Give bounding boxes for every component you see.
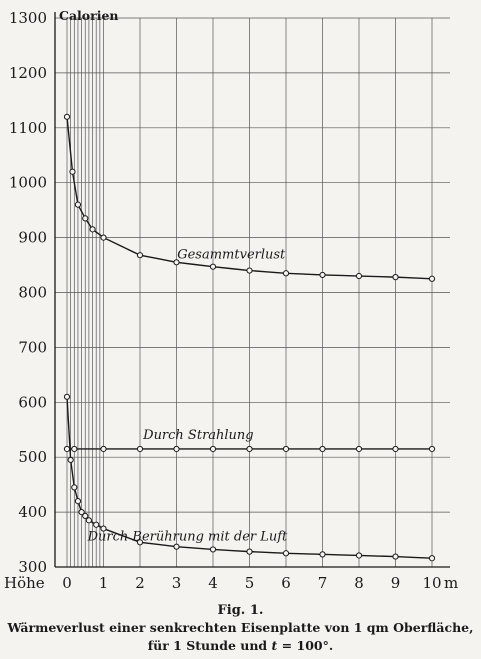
data-point (74, 498, 82, 505)
data-point (282, 445, 290, 453)
chart-axes (54, 12, 450, 568)
series-label: Durch Berührung mit der Luft (87, 530, 288, 545)
x-tick-label: 10 (422, 574, 441, 592)
x-axis-unit: m (444, 574, 458, 592)
data-point (428, 445, 436, 453)
y-tick-label: 700 (18, 338, 47, 356)
caption-suffix: = 100°. (277, 638, 334, 653)
data-point (355, 552, 363, 559)
y-tick-label: 800 (18, 284, 47, 302)
data-point (100, 525, 107, 532)
figure-caption-line-2: für 1 Stunde und t = 100°. (0, 638, 481, 653)
data-point (319, 551, 326, 558)
data-point (428, 555, 436, 562)
data-point (246, 445, 253, 453)
y-axis-title: Calorien (59, 8, 119, 23)
x-tick-label: 7 (318, 574, 328, 592)
y-tick-label: 600 (18, 393, 47, 411)
data-point (282, 550, 290, 557)
data-point (69, 168, 76, 175)
data-point (173, 543, 180, 550)
y-tick-label: 300 (18, 558, 47, 576)
x-tick-label: 0 (62, 574, 72, 592)
data-point (173, 259, 180, 266)
data-point (71, 445, 78, 453)
data-point (209, 546, 217, 553)
x-axis-title: Höhe (4, 574, 45, 592)
caption-prefix: für 1 Stunde und (147, 638, 268, 653)
data-point (82, 512, 89, 520)
data-point (173, 445, 180, 453)
y-tick-label: 1000 (9, 174, 47, 192)
data-point (78, 508, 85, 516)
data-point (136, 445, 144, 453)
y-tick-label: 500 (18, 448, 47, 466)
y-tick-label: 1300 (9, 9, 47, 27)
chart-series (63, 113, 436, 562)
data-point (392, 274, 399, 281)
data-point (136, 252, 144, 259)
data-point (246, 267, 253, 274)
data-point (89, 226, 96, 233)
y-tick-label: 400 (18, 503, 47, 521)
chart-grid (55, 17, 450, 568)
figure-caption-line-1: Wärmeverlust einer senkrechten Eisenplat… (7, 620, 474, 635)
x-tick-label: 8 (354, 574, 364, 592)
data-point (100, 445, 107, 453)
data-point (392, 553, 399, 560)
data-point (209, 263, 217, 270)
data-point (71, 484, 78, 491)
x-tick-label: 6 (281, 574, 291, 592)
series-label: Durch Strahlung (142, 428, 254, 443)
series-label: Gesammtverlust (177, 248, 286, 263)
data-point (63, 113, 71, 120)
data-point (355, 445, 363, 453)
x-tick-label: 9 (391, 574, 401, 592)
data-point (82, 215, 89, 222)
y-tick-label: 1200 (9, 64, 47, 82)
data-point (392, 445, 399, 453)
x-tick-label: 1 (99, 574, 109, 592)
data-point (93, 521, 100, 528)
x-tick-label: 3 (172, 574, 182, 592)
data-point (282, 270, 290, 277)
data-point (63, 445, 71, 453)
x-tick-label: 5 (245, 574, 255, 592)
data-point (136, 539, 144, 546)
figure-number: Fig. 1. (217, 603, 264, 618)
data-point (100, 234, 107, 241)
x-tick-label: 2 (135, 574, 145, 592)
data-point (319, 445, 326, 453)
data-point (74, 201, 82, 208)
data-point (85, 517, 93, 524)
data-point (355, 272, 363, 280)
data-point (428, 275, 436, 282)
data-point (246, 548, 253, 555)
data-point (67, 456, 74, 464)
data-point (209, 445, 217, 453)
y-tick-label: 1100 (9, 119, 47, 137)
x-tick-label: 4 (208, 574, 218, 592)
caption-variable: t (271, 638, 278, 653)
data-point (319, 271, 326, 279)
data-point (63, 393, 71, 400)
y-tick-label: 900 (18, 229, 47, 247)
